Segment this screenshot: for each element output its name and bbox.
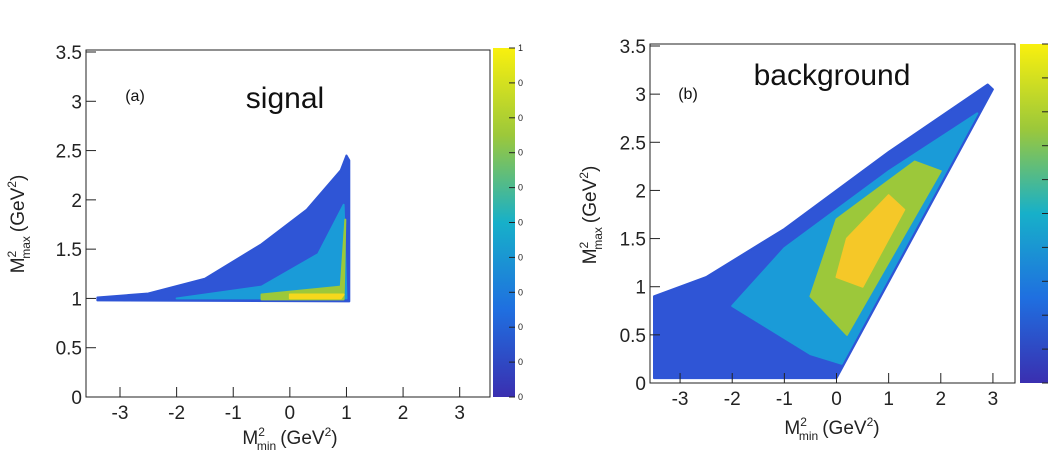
chart-title: background xyxy=(754,59,911,92)
x-tick-label: 1 xyxy=(341,403,352,424)
colorbar-tick-label: 0 xyxy=(518,322,523,332)
axis-label-part: 2 xyxy=(577,241,591,248)
x-tick-label: -3 xyxy=(112,403,129,424)
axis-label-part: M xyxy=(242,428,258,449)
panel-label: (a) xyxy=(125,88,145,105)
axis-label-part: ) xyxy=(331,428,337,449)
axis-label-part: 2 xyxy=(577,172,591,179)
y-tick-label: 2.5 xyxy=(56,142,82,163)
y-tick-label: 3.5 xyxy=(620,37,646,58)
y-axis-label: M2max(GeV2) xyxy=(5,175,33,274)
axis-label-part: min xyxy=(257,439,276,453)
y-tick-label: 2.5 xyxy=(620,133,646,154)
x-tick-label: 0 xyxy=(285,403,296,424)
y-tick-label: 0.5 xyxy=(56,339,82,360)
axis-label-part: (GeV xyxy=(8,187,29,232)
plot-frame xyxy=(85,49,491,398)
x-tick-label: 1 xyxy=(883,389,894,410)
colorbar-tick-label: 0 xyxy=(518,148,523,158)
colorbar-tick-label: 0 xyxy=(518,113,523,123)
density-contour xyxy=(288,293,345,300)
colorbar-tick-label: 0 xyxy=(518,218,523,228)
axis-label-part: M xyxy=(580,248,601,264)
x-tick-label: 0 xyxy=(831,389,842,410)
axis-label-part: M xyxy=(784,418,800,439)
colorbar-tick-label: 0 xyxy=(518,252,523,262)
y-axis-label: M2max(GeV2) xyxy=(577,166,605,265)
axis-label-part: max xyxy=(591,227,605,250)
density-contour xyxy=(96,154,351,303)
axis-label-part: (GeV xyxy=(580,178,601,223)
colorbar-tick-label: 1 xyxy=(518,43,523,53)
x-tick-label: 3 xyxy=(454,403,465,424)
axis-label-part: M xyxy=(8,257,29,273)
y-tick-label: 0 xyxy=(71,388,82,409)
colorbar-tick-label: 0 xyxy=(518,78,523,88)
x-tick-label: -3 xyxy=(672,389,689,410)
x-axis-label: M2 min (GeV2) xyxy=(242,425,337,453)
y-tick-label: 0.5 xyxy=(620,326,646,347)
axis-label-part: ) xyxy=(580,166,601,172)
axis-label-part: 2 xyxy=(258,425,265,439)
x-axis-label: M2 min (GeV2) xyxy=(784,415,879,443)
axis-label-part: 2 xyxy=(325,425,332,439)
y-tick-label: 1 xyxy=(635,278,646,299)
axis-label-part: 2 xyxy=(867,415,874,429)
axis-label-part: 2 xyxy=(5,250,19,257)
x-tick-label: 2 xyxy=(935,389,946,410)
panel-label: (b) xyxy=(678,86,698,103)
x-tick-label: -1 xyxy=(225,403,242,424)
axis-label-part: ) xyxy=(8,175,29,181)
x-tick-label: -2 xyxy=(724,389,741,410)
density-contour xyxy=(835,194,906,288)
y-tick-label: 3.5 xyxy=(56,43,82,64)
colorbar xyxy=(493,48,515,397)
y-tick-label: 3 xyxy=(635,85,646,106)
panel: 00.511.522.533.5-3 -2 -1 0 1 2 310000000000sig… xyxy=(5,43,523,453)
y-tick-label: 1.5 xyxy=(56,240,82,261)
y-tick-label: 2 xyxy=(71,191,82,212)
colorbar-tick-label: 0 xyxy=(518,183,523,193)
colorbar-tick-label: 0 xyxy=(518,287,523,297)
y-tick-label: 1.5 xyxy=(620,230,646,251)
y-tick-label: 2 xyxy=(635,181,646,202)
x-tick-label: 3 xyxy=(988,389,999,410)
panel: 00.511.522.533.5-3 -2 -1 0 1 2 3background(b)M… xyxy=(577,37,1048,443)
colorbar-tick-label: 0 xyxy=(518,392,523,402)
chart-title: signal xyxy=(246,82,324,115)
axis-label-part: max xyxy=(19,236,33,259)
axis-label-part: (GeV xyxy=(280,428,325,449)
plot-frame xyxy=(649,43,1016,384)
x-tick-label: -2 xyxy=(168,403,185,424)
x-tick-label: -1 xyxy=(776,389,793,410)
axis-label-part: 2 xyxy=(5,181,19,188)
colorbar-tick-label: 0 xyxy=(518,357,523,367)
axis-label-part: ) xyxy=(873,418,879,439)
x-tick-label: 2 xyxy=(398,403,409,424)
axis-label-part: (GeV xyxy=(822,418,867,439)
axis-label-part: 2 xyxy=(800,415,807,429)
axis-label-part: min xyxy=(799,429,818,443)
y-tick-label: 0 xyxy=(635,374,646,395)
y-tick-label: 1 xyxy=(71,289,82,310)
y-tick-label: 3 xyxy=(71,92,82,113)
